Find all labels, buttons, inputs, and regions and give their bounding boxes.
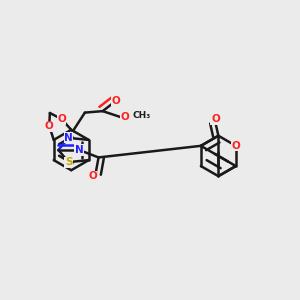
Text: O: O <box>211 114 220 124</box>
Text: O: O <box>232 141 240 151</box>
Text: O: O <box>112 96 121 106</box>
Text: O: O <box>57 114 66 124</box>
Text: S: S <box>65 157 72 167</box>
Text: CH₃: CH₃ <box>132 111 151 120</box>
Text: N: N <box>75 145 84 155</box>
Text: N: N <box>64 133 73 143</box>
Text: O: O <box>88 171 97 181</box>
Text: O: O <box>45 121 54 131</box>
Text: O: O <box>121 112 129 122</box>
